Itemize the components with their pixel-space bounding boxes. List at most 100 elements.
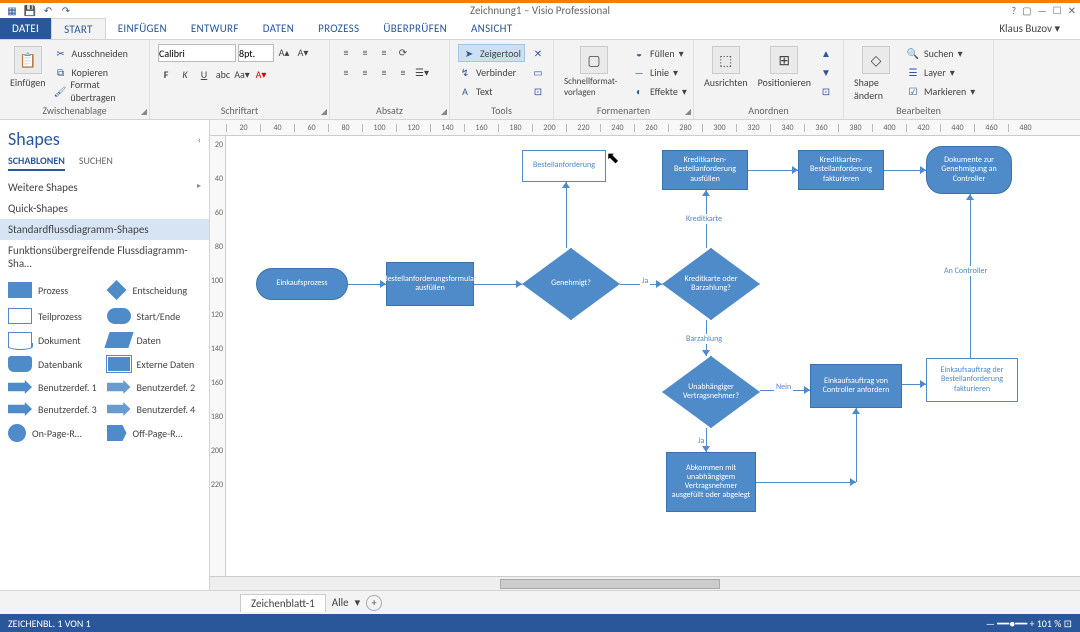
rectangle-icon[interactable]: ▭ (531, 65, 545, 79)
group-icon[interactable]: ⊡ (819, 84, 833, 98)
position-button[interactable]: ⊞Positionieren (756, 44, 813, 91)
shape-item[interactable]: Teilprozess (8, 308, 103, 324)
flow-node-ccinv[interactable]: Kreditkarten-Bestellanforderung fakturie… (798, 150, 884, 190)
select-button[interactable]: ☑Markieren▾ (906, 82, 975, 100)
strike-button[interactable]: abc (215, 66, 231, 82)
shape-item[interactable]: Benutzerdef. 2 (107, 380, 202, 394)
tab-entwurf[interactable]: ENTWURF (179, 18, 251, 39)
bring-front-icon[interactable]: ▲ (819, 46, 833, 60)
connector-tool-button[interactable]: ↯Verbinder (458, 63, 525, 81)
tab-ueberpruefen[interactable]: ÜBERPRÜFEN (371, 18, 459, 39)
help-icon[interactable]: ? (1011, 4, 1016, 17)
connect-point-icon[interactable]: ⊡ (531, 84, 545, 98)
text-tool-button[interactable]: AText (458, 82, 525, 100)
shape-category[interactable]: Funktionsübergreifende Flussdiagramm-Sha… (0, 240, 209, 274)
quick-styles-button[interactable]: ▢ Schnellformat-vorlagen (562, 44, 626, 100)
close-icon[interactable]: ✕ (1068, 4, 1076, 17)
shape-item[interactable]: Prozess (8, 280, 103, 300)
align-right-icon[interactable]: ≡ (376, 64, 392, 80)
italic-button[interactable]: K (177, 66, 193, 82)
align-middle-icon[interactable]: ≡ (357, 44, 373, 60)
send-back-icon[interactable]: ▼ (819, 65, 833, 79)
orientation-icon[interactable]: ⟳ (395, 44, 411, 60)
search-tab[interactable]: SUCHEN (79, 154, 113, 171)
shape-item[interactable]: Datenbank (8, 356, 103, 372)
horizontal-scrollbar[interactable] (210, 576, 1080, 590)
change-shape-button[interactable]: ◇Shape ändern (852, 44, 900, 104)
effects-button[interactable]: ◐Effekte▾ (632, 82, 687, 100)
paste-button[interactable]: 📋 Einfügen (8, 44, 48, 91)
shape-category[interactable]: Quick-Shapes (0, 198, 209, 219)
flow-node-agree[interactable]: Abkommen mit unabhängigem Vertragsnehmer… (666, 452, 756, 512)
shrink-font-icon[interactable]: A▾ (295, 44, 311, 60)
justify-icon[interactable]: ≡ (395, 64, 411, 80)
align-bottom-icon[interactable]: ≡ (376, 44, 392, 60)
shape-item[interactable]: Benutzerdef. 4 (107, 402, 202, 416)
dialog-launcher-icon[interactable]: ◢ (141, 107, 147, 117)
font-size-combo[interactable] (238, 44, 274, 62)
shape-item[interactable]: Off-Page-R… (107, 424, 202, 442)
collapse-pane-icon[interactable]: ‹ (198, 133, 201, 146)
layer-button[interactable]: ☰Layer▾ (906, 63, 975, 81)
align-button[interactable]: ⬚Ausrichten (702, 44, 750, 91)
page-tab-all[interactable]: Alle (332, 596, 349, 609)
underline-button[interactable]: U (196, 66, 212, 82)
page-tab[interactable]: Zeichenblatt-1 (240, 594, 326, 612)
align-center-icon[interactable]: ≡ (357, 64, 373, 80)
flow-node-order[interactable]: Einkaufsauftrag von Controller anfordern (810, 364, 902, 408)
dialog-launcher-icon[interactable]: ◢ (441, 107, 447, 117)
drawing-canvas[interactable]: ⬉ EinkaufsprozessBestellanforderungsform… (226, 136, 1080, 576)
pointer-tool-button[interactable]: ➤Zeigertool (458, 44, 525, 62)
align-top-icon[interactable]: ≡ (338, 44, 354, 60)
save-icon[interactable]: 💾 (22, 4, 38, 18)
align-left-icon[interactable]: ≡ (338, 64, 354, 80)
undo-icon[interactable]: ↶ (40, 4, 56, 18)
minimize-icon[interactable]: — (1038, 4, 1047, 17)
shape-category[interactable]: Weitere Shapes▸ (0, 177, 209, 198)
ribbon-collapse-icon[interactable]: ▢ (1022, 4, 1031, 17)
find-button[interactable]: 🔍Suchen▾ (906, 44, 975, 62)
maximize-icon[interactable]: ☐ (1053, 4, 1062, 17)
shape-item[interactable]: Benutzerdef. 1 (8, 380, 103, 394)
format-painter-button[interactable]: 🖌Format übertragen (54, 82, 141, 100)
tab-einfuegen[interactable]: EINFÜGEN (106, 18, 179, 39)
flow-node-ccfill[interactable]: Kreditkarten-Bestellanforderung ausfülle… (662, 150, 748, 190)
flow-node-fill[interactable]: Bestellanforderungsformular ausfüllen (386, 262, 474, 306)
tab-ansicht[interactable]: ANSICHT (459, 18, 524, 39)
flow-node-approve[interactable]: Genehmigt? (522, 248, 620, 320)
font-name-combo[interactable] (158, 44, 236, 62)
fill-button[interactable]: ◒Füllen▾ (632, 44, 687, 62)
tab-start[interactable]: START (51, 18, 106, 39)
bold-button[interactable]: F (158, 66, 174, 82)
flow-node-pay[interactable]: Kreditkarte oder Barzahlung? (662, 248, 760, 320)
shape-category[interactable]: Standardflussdiagramm-Shapes (0, 219, 209, 240)
stencils-tab[interactable]: SCHABLONEN (8, 154, 65, 171)
shape-item[interactable]: On-Page-R… (8, 424, 103, 442)
shape-item[interactable]: Start/Ende (107, 308, 202, 324)
shape-item[interactable]: Daten (107, 332, 202, 348)
flow-node-req[interactable]: Bestellanforderung (522, 150, 606, 182)
add-page-button[interactable]: + (366, 595, 382, 611)
grow-font-icon[interactable]: A▴ (276, 44, 292, 60)
redo-icon[interactable]: ↷ (58, 4, 74, 18)
shape-item[interactable]: Benutzerdef. 3 (8, 402, 103, 416)
cut-button[interactable]: ✂Ausschneiden (54, 44, 141, 62)
account-user[interactable]: Klaus Buzov ▾ (999, 18, 1080, 39)
flow-node-indep[interactable]: Unabhängiger Vertragsnehmer? (662, 356, 760, 428)
flow-node-invoice[interactable]: Einkaufsauftrag der Bestellanforderung f… (926, 358, 1018, 402)
case-button[interactable]: Aa▾ (234, 66, 250, 82)
dialog-launcher-icon[interactable]: ◢ (685, 107, 691, 117)
tab-file[interactable]: DATEI (0, 18, 51, 39)
shape-item[interactable]: Externe Daten (107, 356, 202, 372)
flow-node-ctrl[interactable]: Dokumente zur Genehmigung an Controller (926, 146, 1012, 194)
x-icon[interactable]: ✕ (531, 46, 545, 60)
tab-daten[interactable]: DATEN (251, 18, 306, 39)
line-button[interactable]: —Linie▾ (632, 63, 687, 81)
dialog-launcher-icon[interactable]: ◢ (321, 107, 327, 117)
shape-item[interactable]: Entscheidung (107, 280, 202, 300)
font-color-button[interactable]: A▾ (253, 66, 269, 82)
shape-item[interactable]: Dokument (8, 332, 103, 348)
bullets-icon[interactable]: ☰▾ (414, 64, 430, 80)
flow-node-start[interactable]: Einkaufsprozess (256, 268, 348, 300)
tab-prozess[interactable]: PROZESS (306, 18, 371, 39)
